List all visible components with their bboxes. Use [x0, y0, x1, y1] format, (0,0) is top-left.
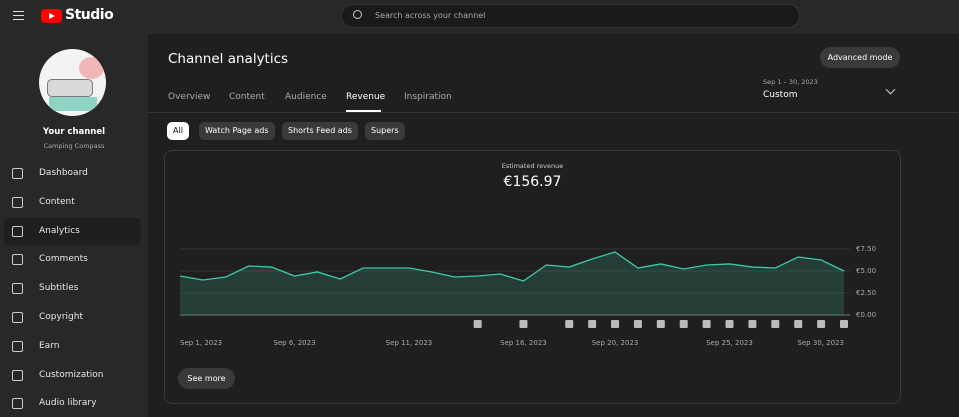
channel-title: Your channel: [42, 127, 106, 137]
search-placeholder: Search across your channel: [375, 11, 486, 20]
filter-chip[interactable]: Shorts Feed ads: [282, 122, 358, 140]
nav-icon: [12, 283, 23, 295]
chart: €0.00 €2.50 €5.00 €7.50 Sep 1, 2023 Sep 6, 20…: [179, 245, 876, 347]
filter-chip[interactable]: All: [167, 122, 189, 140]
top-bar: Studio Search across your channel: [0, 0, 959, 34]
video-marker: [473, 320, 482, 328]
y-tick-label: €7.50: [856, 245, 876, 253]
video-marker: [817, 320, 826, 328]
filter-chip[interactable]: Supers: [365, 122, 405, 140]
nav-item[interactable]: Content: [4, 189, 141, 216]
tab[interactable]: Audience: [285, 92, 327, 102]
tab-underline: [346, 110, 381, 112]
x-tick-label: Sep 20, 2023: [592, 339, 639, 347]
nav-item[interactable]: Analytics: [4, 217, 141, 245]
nav-item[interactable]: Comments: [4, 246, 141, 273]
y-tick-label: €5.00: [856, 267, 876, 275]
tab[interactable]: Inspiration: [404, 92, 452, 102]
date-range: Sep 1 – 30, 2023: [763, 78, 818, 86]
nav-icon: [12, 225, 23, 237]
video-marker: [611, 320, 620, 328]
logo-text[interactable]: Studio: [65, 7, 114, 23]
x-tick-label: Sep 25, 2023: [706, 339, 753, 347]
nav-icon: [12, 196, 23, 208]
menu-button[interactable]: [13, 11, 24, 20]
metric-value: €156.97: [503, 174, 562, 190]
sidebar: Your channel Camping Compass Dashboard Co…: [0, 34, 148, 417]
nav-icon: [12, 340, 23, 352]
nav-icon: [12, 312, 23, 323]
video-marker: [633, 320, 642, 328]
nav-icon: [12, 254, 23, 266]
filter-chip[interactable]: Watch Page ads: [199, 122, 275, 140]
nav-icon: [12, 369, 23, 381]
advanced-mode-button[interactable]: Advanced mode: [820, 47, 900, 68]
tab[interactable]: Content: [229, 92, 265, 102]
date-preset[interactable]: Custom: [763, 90, 798, 100]
x-tick-label: Sep 6, 2023: [273, 339, 315, 347]
x-tick-label: Sep 16, 2023: [500, 339, 547, 347]
tab[interactable]: Revenue: [346, 92, 386, 102]
y-tick-label: €2.50: [856, 289, 876, 297]
channel-avatar[interactable]: [39, 49, 106, 116]
nav-item[interactable]: Copyright: [4, 304, 141, 331]
search-icon: [353, 10, 362, 19]
date-dropdown[interactable]: [885, 84, 896, 95]
tab-divider: [147, 112, 959, 113]
logo-icon: [41, 9, 62, 23]
nav-icon: [12, 398, 23, 410]
chart-card: Estimated revenue €156.97 €0.00 €2.50 €5.0…: [164, 150, 901, 404]
nav-item[interactable]: Earn: [4, 333, 141, 360]
nav-item[interactable]: Subtitles: [4, 275, 141, 302]
area-fill: [180, 251, 844, 315]
y-tick-label: €0.00: [856, 311, 876, 319]
video-marker: [588, 320, 597, 328]
page-title: Channel analytics: [168, 51, 289, 67]
video-marker: [519, 320, 528, 328]
video-marker: [702, 320, 711, 328]
x-tick-label: Sep 11, 2023: [386, 339, 433, 347]
line: [179, 251, 845, 282]
see-more-button[interactable]: See more: [178, 368, 235, 389]
video-marker: [771, 320, 780, 328]
channel-name: Camping Compass: [43, 142, 105, 150]
x-tick-label: Sep 1, 2023: [180, 339, 222, 347]
video-marker: [679, 320, 688, 328]
video-marker: [748, 320, 757, 328]
nav-item[interactable]: Audio library: [4, 390, 141, 417]
x-tick-label: Sep 30, 2023: [797, 339, 844, 347]
tab[interactable]: Overview: [168, 92, 211, 102]
nav-item[interactable]: Dashboard: [4, 160, 141, 187]
metric-label: Estimated revenue: [501, 162, 564, 170]
video-marker: [725, 320, 734, 328]
search-box[interactable]: Search across your channel: [341, 4, 800, 28]
video-marker: [794, 320, 803, 328]
video-marker: [840, 320, 848, 328]
video-marker: [656, 320, 665, 328]
video-marker: [565, 320, 574, 328]
nav-item[interactable]: Customization: [4, 362, 141, 389]
nav-icon: [12, 168, 23, 179]
